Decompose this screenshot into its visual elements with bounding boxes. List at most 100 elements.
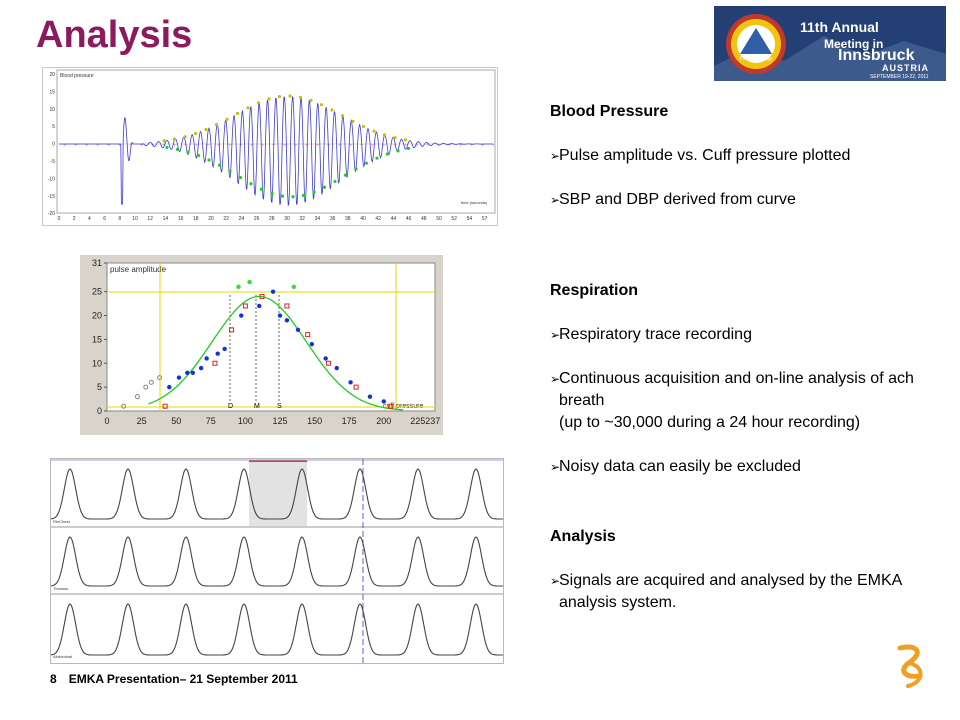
footer: 8 EMKA Presentation– 21 September 2011 [50,672,298,686]
bp-ytick-label: 0 [52,142,55,148]
pa-ytick-label: 10 [92,358,102,368]
pa-point-red [284,303,290,309]
bp-xtick-label: 28 [269,216,275,222]
bp-trough-point [312,190,316,194]
pa-point-blue [190,370,196,376]
svg-text:+: + [327,143,331,149]
pa-point-red [162,403,168,409]
logo-line4: AUSTRIA [882,63,929,73]
svg-text:+: + [74,143,78,149]
svg-text:+: + [283,143,287,149]
pa-ytick-label: 25 [92,287,102,297]
bp-ytick-label: -5 [51,159,56,165]
bp-peak-point [288,94,292,98]
bp-ytick-label: -20 [48,211,55,217]
bp-xtick-label: 54 [467,216,473,222]
pa-point-red [388,403,394,409]
bp-trough-point [354,167,358,171]
svg-text:+: + [140,143,144,149]
bp-peak-point [214,123,219,127]
bp-peak-point [204,127,208,132]
channel-2: Thoracic [53,586,68,591]
pa-point-red [353,384,359,390]
pa-point-blue [185,370,190,376]
svg-text:+: + [261,143,265,149]
svg-text:+: + [382,143,386,149]
logo-line3: Innsbruck [838,47,915,64]
pa-point-grey [148,379,154,385]
section-respiration: Respiration ➢ Respiratory trace recording… [550,280,930,478]
bp-peak-point [361,124,366,129]
astrazeneca-logo-icon [890,642,934,695]
pa-point-blue [215,351,220,356]
bp-peak-point [340,114,345,118]
bp-xtick-label: 57 [482,216,488,222]
bp-peak-point [309,98,313,102]
respiration-waveform [50,603,503,656]
pa-ytick-label: 15 [92,334,102,344]
pa-point-blue [284,318,290,323]
bp-xtick-label: 18 [193,216,199,222]
bp-trough-point [207,158,211,162]
bp-xtick-label: 4 [88,216,91,222]
bp-trough-point [249,182,253,186]
bp-peak-point [372,129,376,133]
bp-label: Blood pressure [60,73,94,79]
bp-trough-point [280,194,285,198]
pa-xtick-label: 150 [307,416,322,426]
seal-text: Pharmacology [740,56,772,62]
bp-xtick-label: 52 [451,216,457,222]
bp-trough-point [364,161,369,165]
svg-text:+: + [437,143,441,149]
pa-point-blue [204,356,209,361]
pa-xtick-label: 0 [104,416,109,426]
respiration-waveform [50,468,503,520]
svg-text:+: + [85,143,89,149]
pa-point-blue [222,346,227,352]
bp-xtick-label: 12 [147,216,153,222]
bp-trough-point [270,191,274,196]
pa-xtick-label: 75 [206,416,216,426]
bp-trough-point [385,152,390,156]
bp-peak-point [298,95,303,99]
svg-text:+: + [404,143,408,149]
pa-point-blue [309,341,315,347]
arrow-bullet-icon: ➢ [550,328,561,342]
pa-point-blue [239,313,244,318]
bp-trough-point [238,175,243,180]
bp-peak-point [382,133,387,137]
bp-trough-point [228,169,232,173]
bp-xtick-label: 14 [163,216,169,222]
svg-text:+: + [217,143,221,149]
pa-ytick-label: 31 [92,258,102,268]
pa-point-grey [143,384,149,390]
bp-peak-point [183,135,187,139]
logo-line2: Meeting in [824,37,883,51]
bp-xtick-label: 42 [375,216,381,222]
pa-point-green [247,279,252,285]
bullet-item: ➢ Noisy data can easily be excluded [550,456,930,478]
section-analysis: Analysis ➢ Signals are acquired and analy… [550,526,930,614]
svg-text:+: + [195,143,199,149]
bp-trough-point [165,145,169,150]
bullet-item: ➢ Respiratory trace recording [550,324,930,346]
bp-trough-point [291,195,295,199]
bullet-item: ➢ SBP and DBP derived from curve [550,189,930,211]
arrow-bullet-icon: ➢ [550,149,561,163]
pa-point-red [259,293,265,299]
conference-logo: Pharmacology 11th Annual Meeting in Inns… [714,6,946,81]
bp-xtick-label: 24 [239,216,245,222]
bp-trough-point [301,193,306,197]
bp-xtick-label: 8 [118,216,121,222]
marker-d: D [228,403,233,410]
section-heading: Analysis [550,528,616,545]
logo-line5: SEPTEMBER 19-22, 2011 [870,74,929,80]
marker-s: S [277,403,282,410]
pa-point-red [212,360,218,366]
svg-text:+: + [481,143,485,149]
pa-point-grey [157,375,163,381]
svg-text:+: + [96,143,100,149]
bp-trough-point [322,185,327,189]
pa-point-blue [270,289,276,294]
pa-point-blue [367,394,373,399]
